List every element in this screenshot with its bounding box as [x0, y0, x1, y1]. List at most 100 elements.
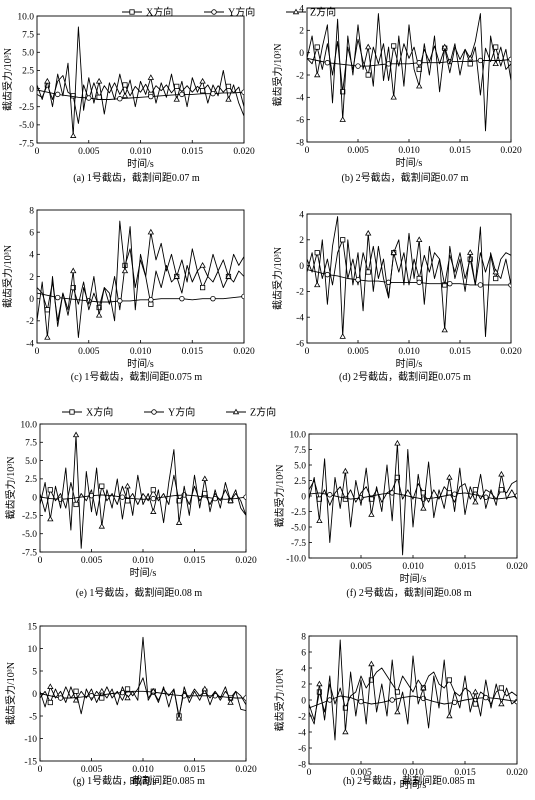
data-point-triangle	[70, 267, 77, 274]
y-tick-label: -6	[296, 339, 304, 349]
x-tick-label: 0.020	[235, 556, 257, 566]
data-point-square	[174, 83, 180, 89]
data-point-square	[150, 487, 156, 493]
x-tick-label: 0.010	[130, 147, 152, 157]
legend-marker-y	[211, 9, 217, 15]
x-tick-label: 0.010	[402, 768, 424, 778]
data-point-triangle	[173, 96, 180, 102]
data-point-triangle	[498, 700, 505, 707]
data-point-triangle	[416, 236, 423, 242]
data-point-triangle	[339, 333, 346, 339]
data-point-triangle	[147, 74, 155, 80]
y-tick-label: 0	[299, 262, 304, 272]
x-tick-label: 0.020	[500, 146, 522, 156]
y-axis-label: 截齿受力/10³N	[4, 457, 17, 520]
data-point-triangle	[390, 93, 397, 100]
data-point-triangle	[394, 439, 401, 446]
y-tick-label: -15	[24, 757, 37, 767]
x-axis-label: 时间/s	[127, 357, 154, 370]
x-tick-label: 0.005	[350, 768, 372, 778]
x-tick-label: 0.010	[132, 556, 154, 566]
y-tick-label: 8	[29, 206, 34, 216]
data-point-triangle	[98, 687, 105, 694]
data-point-triangle	[44, 77, 51, 84]
series-line-square	[309, 667, 517, 721]
data-point-circle	[385, 279, 392, 286]
x-tick-label: 0	[307, 768, 312, 778]
data-point-triangle	[98, 522, 105, 529]
y-axis-label: 截齿受力/10³N	[273, 465, 286, 528]
y-tick-label: -2	[26, 317, 34, 327]
legend-marker-z	[232, 408, 240, 415]
y-tick-label: -6	[296, 116, 304, 126]
chart-caption: (g) 1号截齿，截割间距0.085 m	[73, 774, 205, 787]
y-tick-label: 2.5	[22, 67, 34, 77]
y-tick-label: 15	[28, 622, 38, 632]
data-point-triangle	[446, 712, 453, 719]
x-tick-label: 0.020	[233, 147, 255, 157]
data-point-triangle	[339, 116, 346, 122]
data-point-square	[368, 677, 375, 683]
x-tick-label: 0.020	[235, 765, 257, 775]
data-point-square	[498, 685, 505, 691]
y-axis-label: 截齿受力/10³N	[273, 669, 286, 732]
data-point-triangle	[70, 132, 77, 138]
data-point-circle	[508, 56, 511, 63]
legend-top: X方向 Y方向 Z方向	[118, 4, 398, 20]
data-point-square	[73, 501, 79, 508]
data-point-triangle	[121, 92, 129, 99]
data-point-square	[314, 250, 320, 256]
series-line-square	[40, 474, 246, 516]
data-point-square	[391, 43, 397, 49]
y-tick-label: -5	[29, 712, 37, 722]
data-point-circle	[150, 495, 156, 502]
y-tick-label: -5.0	[19, 121, 34, 131]
y-tick-label: -2	[296, 71, 304, 81]
y-tick-label: -8	[298, 760, 306, 770]
data-point-square	[199, 284, 206, 291]
x-tick-label: 0	[35, 147, 40, 157]
x-axis-label: 时间/s	[400, 572, 427, 585]
data-point-triangle	[441, 43, 448, 50]
y-tick-label: -8	[296, 138, 304, 148]
data-point-square	[493, 44, 499, 50]
y-tick-label: 5.0	[22, 49, 34, 59]
legend-label-z: Z方向	[250, 406, 276, 419]
data-point-circle	[148, 93, 154, 100]
y-tick-label: -2	[296, 288, 304, 298]
data-point-triangle	[316, 517, 323, 523]
series-line-circle	[307, 269, 511, 286]
y-tick-label: -10.0	[286, 554, 306, 564]
data-point-triangle	[316, 680, 323, 687]
x-tick-label: 0.015	[449, 146, 471, 156]
x-tick-label: 0.010	[398, 347, 420, 357]
y-axis-label: 截齿受力/10³N	[4, 662, 17, 725]
data-point-triangle	[492, 268, 499, 275]
y-tick-label: -2.5	[19, 103, 34, 113]
data-point-triangle	[175, 714, 183, 721]
series-line-triangle	[37, 26, 244, 137]
data-point-circle	[243, 695, 246, 701]
data-point-triangle	[314, 71, 321, 78]
data-point-triangle	[342, 728, 349, 735]
data-point-circle	[148, 297, 154, 303]
y-tick-label: 0	[32, 493, 37, 503]
x-tick-label: 0.010	[398, 146, 420, 156]
x-tick-label: 0.020	[506, 562, 528, 572]
series-line-triangle	[307, 13, 511, 132]
y-tick-label: 4	[299, 4, 304, 14]
data-point-triangle	[390, 249, 397, 255]
data-point-triangle	[416, 82, 423, 89]
data-point-triangle	[420, 684, 427, 691]
data-point-square	[446, 677, 453, 683]
chart-caption: (h) 2号截齿，截割间距0.085 m	[343, 774, 475, 787]
series-line-triangle	[37, 220, 244, 338]
y-tick-label: -5.0	[291, 523, 306, 533]
data-point-triangle	[44, 334, 51, 340]
data-point-square	[493, 275, 499, 282]
data-point-square	[340, 237, 346, 243]
x-tick-label: 0.020	[233, 347, 255, 357]
chart-caption: (b) 2号截齿，截割间距0.07 m	[342, 171, 469, 184]
y-tick-label: -10	[24, 735, 37, 745]
